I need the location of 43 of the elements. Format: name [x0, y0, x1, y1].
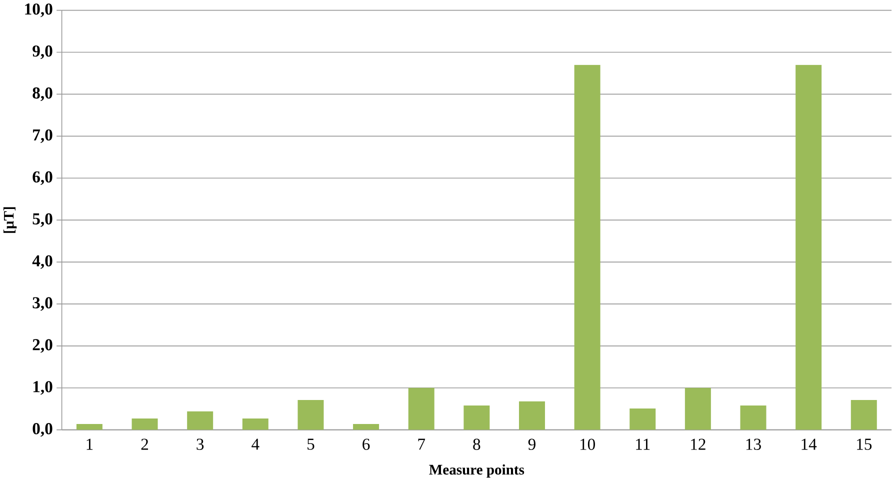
y-tick-label: 2,0	[32, 339, 52, 353]
bar	[850, 400, 877, 430]
x-tick-label: 6	[362, 438, 370, 450]
bar	[464, 406, 490, 430]
bar	[298, 400, 324, 430]
bar	[574, 64, 600, 430]
y-tick-label: 0,0	[32, 423, 52, 437]
x-tick-label: 11	[636, 438, 650, 450]
y-tick-label: 9,0	[32, 45, 52, 60]
bar	[684, 388, 711, 430]
x-tick-label: 9	[528, 438, 536, 450]
y-tick-label: 6,0	[32, 171, 52, 185]
bar	[630, 408, 656, 430]
y-tick-label: 4,0	[32, 255, 52, 269]
x-tick-label: 7	[418, 438, 426, 450]
y-tick-label: 5,0	[32, 213, 52, 227]
x-tick-label: 3	[196, 438, 204, 450]
x-tick-label: 12	[691, 438, 706, 450]
y-axis-title: [µT]	[3, 207, 17, 233]
y-tick-label: 7,0	[33, 129, 52, 143]
bar	[408, 388, 434, 430]
bar	[132, 418, 158, 430]
x-tick-label: 8	[473, 438, 480, 450]
x-tick-label: 2	[141, 438, 148, 450]
bar	[242, 418, 268, 430]
x-tick-label: 15	[857, 438, 872, 450]
bar	[353, 424, 380, 430]
bar	[187, 411, 214, 430]
bar	[76, 424, 102, 430]
x-tick-label: 14	[802, 438, 817, 450]
y-tick-label: 3,0	[32, 297, 52, 311]
x-tick-label: 10	[580, 438, 595, 450]
bar	[796, 64, 822, 430]
x-tick-label: 4	[252, 438, 260, 450]
x-tick-label: 13	[746, 438, 761, 450]
y-tick-label: 1,0	[33, 381, 52, 395]
x-tick-label: 5	[308, 438, 314, 450]
bar	[518, 401, 545, 430]
x-tick-label: 1	[86, 438, 93, 450]
x-axis-title: Measure points	[429, 464, 524, 478]
y-tick-label: 8,0	[32, 87, 52, 101]
bar	[740, 406, 766, 430]
y-tick-label: 10,0	[25, 3, 52, 18]
